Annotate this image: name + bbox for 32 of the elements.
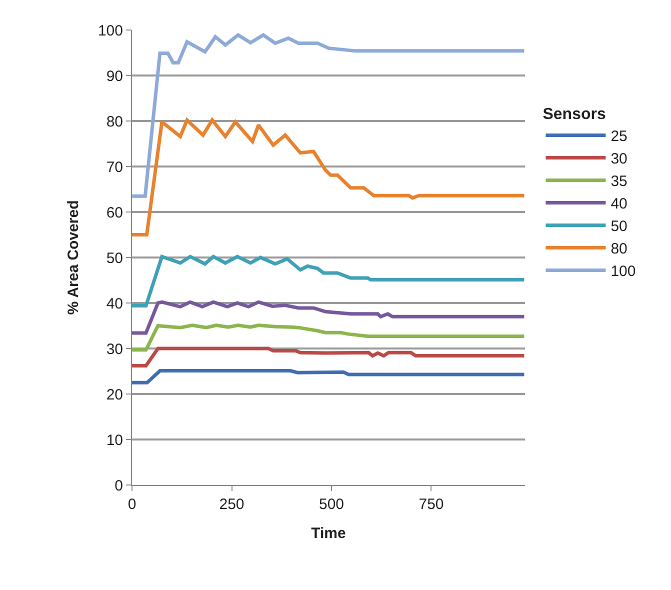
y-tick-label: 90 — [106, 68, 123, 85]
x-tick-label: 500 — [318, 496, 344, 513]
y-tick-label: 80 — [106, 113, 123, 130]
y-tick-label: 100 — [98, 22, 123, 40]
y-tick-label: 40 — [106, 295, 123, 312]
legend-title: Sensors — [542, 106, 606, 124]
line-series — [132, 369, 525, 384]
x-tick-label: 250 — [219, 496, 244, 513]
line-series — [132, 33, 525, 198]
y-tick-label: 70 — [106, 158, 123, 176]
legend-label: 50 — [610, 218, 628, 236]
x-tick-label: 750 — [418, 496, 444, 513]
y-tick-label: 30 — [106, 340, 123, 358]
legend-label: 40 — [610, 196, 628, 213]
legend-label: 100 — [610, 263, 636, 280]
line-series — [132, 300, 525, 335]
y-tick-label: 50 — [106, 250, 123, 267]
y-axis-title: % Area Covered — [65, 200, 82, 315]
legend-label: 80 — [610, 240, 628, 258]
y-tick-label: 60 — [106, 204, 123, 222]
x-axis-title: Time — [311, 525, 346, 542]
legend-label: 25 — [610, 128, 628, 146]
y-tick-label: 0 — [114, 477, 123, 494]
x-tick-label: 0 — [128, 496, 136, 513]
legend-label: 35 — [610, 173, 628, 190]
legend-label: 30 — [610, 150, 628, 168]
line-series — [132, 324, 525, 352]
y-tick-label: 10 — [106, 432, 123, 449]
line-series — [132, 118, 525, 236]
y-tick-label: 20 — [106, 386, 123, 404]
line-series — [132, 254, 525, 308]
line-series — [132, 346, 525, 368]
